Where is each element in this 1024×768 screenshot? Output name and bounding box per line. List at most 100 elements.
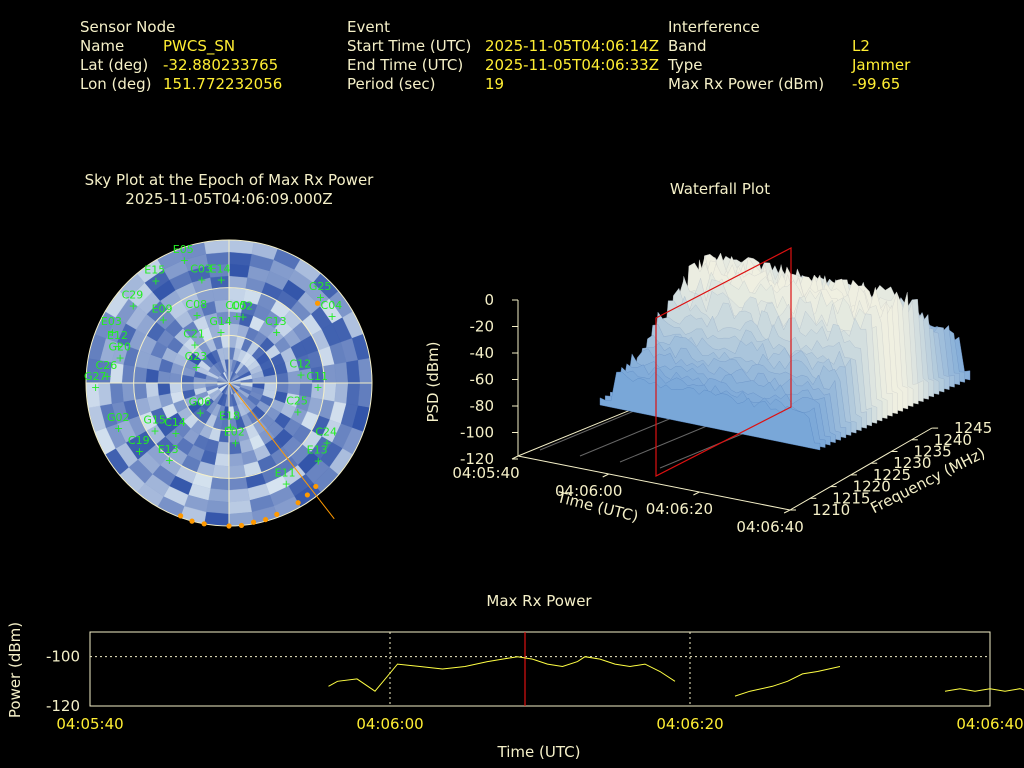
satellite-plus-icon: + xyxy=(238,311,247,324)
satellite-c25: C25+ xyxy=(286,394,308,418)
satellite-label: E03 xyxy=(101,315,122,328)
satellite-plus-icon: + xyxy=(180,254,189,267)
waterfall-y-tick: 1215 xyxy=(832,489,870,507)
satellite-label: C26 xyxy=(96,359,118,372)
waterfall-y-tick: 1245 xyxy=(954,419,992,437)
event-end-label: End Time (UTC) xyxy=(347,56,464,74)
sky-orange-marker xyxy=(226,523,232,529)
satellite-g15: G15+ xyxy=(143,414,166,438)
interference-power-value: -99.65 xyxy=(852,75,901,93)
sky-plot-heatmap xyxy=(86,240,372,526)
satellite-label: G14 xyxy=(209,315,232,328)
sky-heatmap-cell xyxy=(357,358,372,384)
satellite-e09: E09+ xyxy=(152,303,173,327)
satellite-label: E14 xyxy=(210,262,231,275)
satellite-plus-icon: + xyxy=(322,437,331,450)
satellite-plus-icon: + xyxy=(192,361,201,374)
event-end-value: 2025-11-05T04:06:33Z xyxy=(485,56,659,74)
waterfall-z-tick: -100 xyxy=(460,424,494,442)
satellite-e02: E02+ xyxy=(224,425,245,449)
satellite-plus-icon: + xyxy=(282,477,291,490)
satellite-label: E13 xyxy=(158,443,179,456)
waterfall-z-tick: -120 xyxy=(460,450,494,468)
satellite-plus-icon: + xyxy=(272,326,281,339)
sky-orange-marker xyxy=(189,518,195,524)
waterfall-y-tick: 1225 xyxy=(873,466,911,484)
event-period-value: 19 xyxy=(485,75,505,93)
satellite-plus-icon: + xyxy=(114,422,123,435)
sky-orange-marker xyxy=(201,521,207,527)
event-heading: Event xyxy=(347,18,390,36)
satellite-e03: E03+ xyxy=(101,315,122,339)
satellite-label: E09 xyxy=(152,303,173,316)
satellite-plus-icon: + xyxy=(171,427,180,440)
power-y-tick: -120 xyxy=(46,697,80,715)
satellite-label: C11 xyxy=(306,370,328,383)
satellite-c21: C21+ xyxy=(183,327,205,351)
satellite-label: G27 xyxy=(84,370,107,383)
satellite-c08: C08+ xyxy=(185,298,207,322)
sky-orange-marker xyxy=(304,492,310,498)
waterfall-y-tick: 1220 xyxy=(853,478,891,496)
sky-orange-marker xyxy=(295,500,301,506)
waterfall-y-tick: 1210 xyxy=(812,501,850,519)
satellite-e12: E12+ xyxy=(107,329,128,353)
satellite-plus-icon: + xyxy=(231,436,240,449)
waterfall-x-tick: 04:06:00 xyxy=(555,482,622,500)
sensor-lat-value: -32.880233765 xyxy=(163,56,279,74)
waterfall-axis-line xyxy=(693,491,700,496)
satellite-label: C02 xyxy=(231,300,253,313)
satellite-label: G20 xyxy=(108,340,131,353)
satellite-e13: E13+ xyxy=(158,443,179,467)
waterfall-x-tick: 04:05:40 xyxy=(452,464,519,482)
satellite-e14: E14+ xyxy=(210,262,231,286)
satellite-g25: G25+ xyxy=(309,280,332,304)
satellite-c19: C19+ xyxy=(128,434,150,458)
satellite-plus-icon: + xyxy=(165,454,174,467)
satellite-label: C12 xyxy=(289,358,311,371)
satellite-label: E18 xyxy=(219,410,240,423)
interference-power-label: Max Rx Power (dBm) xyxy=(668,75,825,93)
sky-heatmap-cell xyxy=(86,382,101,408)
satellite-g06: G06+ xyxy=(189,396,212,420)
satellite-c12: C12+ xyxy=(289,358,311,382)
satellite-c29: C29+ xyxy=(122,288,144,312)
satellite-label: C25 xyxy=(286,394,308,407)
sensor-heading: Sensor Node xyxy=(80,18,176,36)
event-start-label: Start Time (UTC) xyxy=(347,37,472,55)
satellite-label: C14 xyxy=(164,416,186,429)
satellite-label: E11 xyxy=(275,466,296,479)
sensor-name-value: PWCS_SN xyxy=(163,37,236,55)
satellite-e11: E11+ xyxy=(275,466,296,490)
waterfall-y-tick: 1230 xyxy=(893,454,931,472)
satellite-g14: G14+ xyxy=(209,315,232,339)
satellite-label: C03 xyxy=(190,263,212,276)
waterfall-epoch-plane xyxy=(655,247,792,477)
waterfall-z-tick: -80 xyxy=(470,397,495,415)
sky-jammer-bearing xyxy=(228,382,335,520)
event-period-label: Period (sec) xyxy=(347,75,436,93)
interference-type-label: Type xyxy=(668,56,703,74)
sky-plot-satellites: E05+E15+C03+E14+C29+E03+E12+G20+C26+G27+… xyxy=(84,243,342,529)
satellite-plus-icon: + xyxy=(226,421,235,434)
satellite-plus-icon: + xyxy=(196,407,205,420)
satellite-g27: G27+ xyxy=(84,370,107,394)
power-chart-ticks: 04:05:40 04:06:00 04:06:20 04:06:40 -100 -120 xyxy=(46,648,1024,733)
satellite-g23: G23+ xyxy=(185,350,208,374)
satellite-plus-icon: + xyxy=(217,273,226,286)
waterfall-axis-line xyxy=(789,427,933,511)
power-chart-title: Max Rx Power xyxy=(486,592,592,610)
waterfall-x-tick: 04:06:40 xyxy=(736,518,803,536)
satellite-plus-icon: + xyxy=(314,455,323,468)
power-y-tick: -100 xyxy=(46,648,80,666)
power-x-tick: 04:05:40 xyxy=(56,715,123,733)
satellite-plus-icon: + xyxy=(296,369,305,382)
interference-band-label: Band xyxy=(668,37,707,55)
satellite-plus-icon: + xyxy=(150,425,159,438)
satellite-g20: G20+ xyxy=(108,340,131,364)
satellite-c05: C05+ xyxy=(225,299,247,323)
waterfall-z-tick: -60 xyxy=(470,371,495,389)
power-series-line xyxy=(944,688,1024,692)
